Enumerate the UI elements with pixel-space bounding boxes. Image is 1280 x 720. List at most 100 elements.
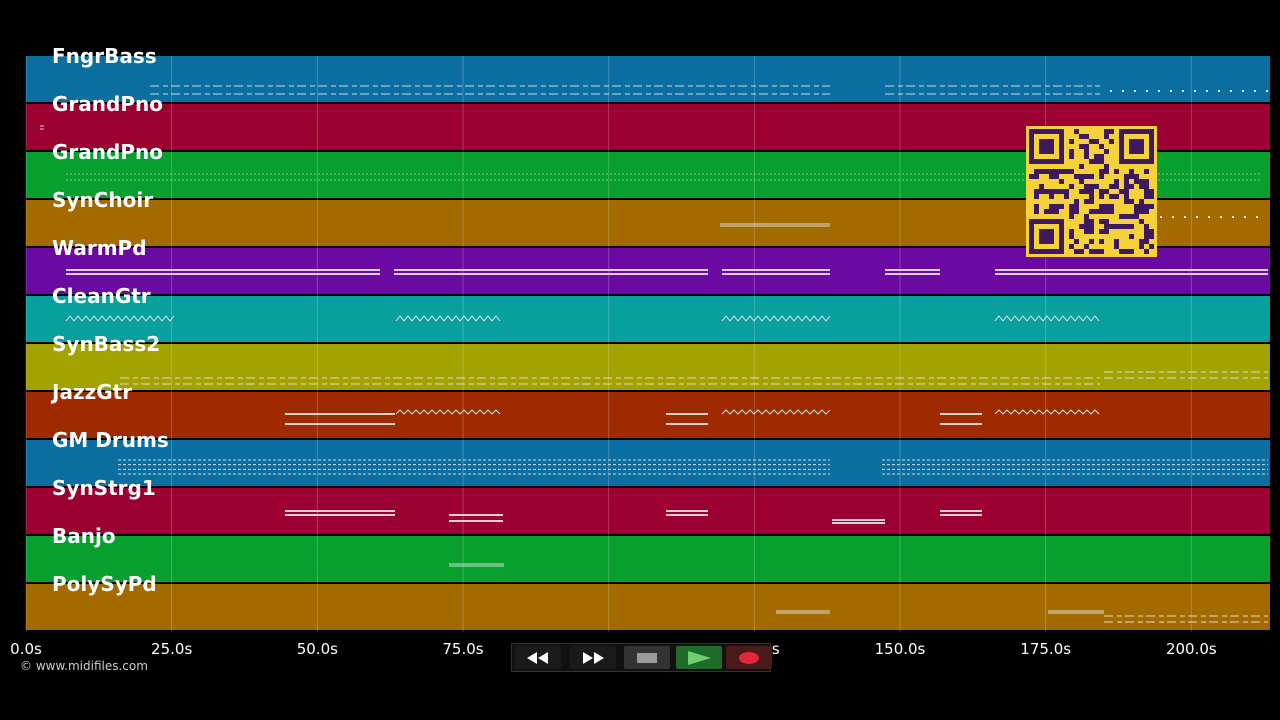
qr-module bbox=[1054, 249, 1059, 254]
qr-module bbox=[1124, 184, 1129, 189]
qr-module bbox=[1029, 144, 1034, 149]
time-tick-label: 150.0s bbox=[874, 640, 926, 658]
qr-module bbox=[1059, 129, 1064, 134]
note-mark bbox=[1244, 216, 1246, 218]
note-mark bbox=[1266, 90, 1268, 92]
time-tick-label: 0.0s bbox=[10, 640, 42, 658]
qr-module bbox=[1149, 234, 1154, 239]
qr-module bbox=[1104, 209, 1109, 214]
qr-module bbox=[1049, 189, 1054, 194]
qr-module bbox=[1059, 234, 1064, 239]
qr-module bbox=[1089, 159, 1094, 164]
play-button[interactable] bbox=[676, 646, 722, 669]
note-mark bbox=[1256, 216, 1258, 218]
qr-module bbox=[1114, 194, 1119, 199]
qr-module bbox=[1059, 239, 1064, 244]
note-mark bbox=[1110, 90, 1112, 92]
qr-module bbox=[1029, 134, 1034, 139]
qr-module bbox=[1114, 184, 1119, 189]
qr-module bbox=[1094, 209, 1099, 214]
note-mark bbox=[1122, 90, 1124, 92]
qr-module bbox=[1029, 219, 1034, 224]
qr-module bbox=[1069, 214, 1074, 219]
qr-module bbox=[1049, 219, 1054, 224]
qr-module bbox=[1084, 149, 1089, 154]
note-mark bbox=[994, 315, 1100, 322]
qr-module bbox=[1039, 169, 1044, 174]
qr-module bbox=[1039, 144, 1044, 149]
qr-module bbox=[1149, 144, 1154, 149]
qr-module bbox=[1044, 249, 1049, 254]
qr-module bbox=[1109, 224, 1114, 229]
qr-module bbox=[1069, 139, 1074, 144]
record-button[interactable] bbox=[726, 646, 772, 669]
track-lane bbox=[26, 584, 1270, 630]
qr-module bbox=[1049, 239, 1054, 244]
track-label: SynBass2 bbox=[52, 332, 161, 356]
qr-module bbox=[1044, 149, 1049, 154]
qr-module bbox=[1049, 149, 1054, 154]
rewind-button[interactable] bbox=[515, 646, 561, 669]
qr-module bbox=[1034, 194, 1039, 199]
qr-module bbox=[1129, 234, 1134, 239]
fast-forward-button[interactable] bbox=[570, 646, 616, 669]
track-label: GrandPno bbox=[52, 92, 163, 116]
qr-module bbox=[1099, 174, 1104, 179]
qr-module bbox=[1029, 224, 1034, 229]
qr-module bbox=[1034, 159, 1039, 164]
track-lane bbox=[26, 56, 1270, 102]
qr-module bbox=[1069, 229, 1074, 234]
qr-module bbox=[1104, 219, 1109, 224]
qr-module bbox=[1144, 179, 1149, 184]
qr-module bbox=[1144, 169, 1149, 174]
qr-module bbox=[1029, 234, 1034, 239]
qr-module bbox=[1079, 249, 1084, 254]
qr-module bbox=[1119, 189, 1124, 194]
qr-module bbox=[1079, 174, 1084, 179]
qr-module bbox=[1104, 129, 1109, 134]
qr-module bbox=[1139, 139, 1144, 144]
qr-module bbox=[1089, 184, 1094, 189]
qr-module bbox=[1129, 174, 1134, 179]
qr-module bbox=[1124, 249, 1129, 254]
qr-module bbox=[1049, 229, 1054, 234]
qr-module bbox=[1044, 139, 1049, 144]
qr-module bbox=[1044, 234, 1049, 239]
qr-module bbox=[1084, 244, 1089, 249]
qr-module bbox=[1064, 169, 1069, 174]
qr-module bbox=[1029, 174, 1034, 179]
qr-module bbox=[1079, 189, 1084, 194]
qr-module bbox=[1119, 129, 1124, 134]
qr-module bbox=[1089, 189, 1094, 194]
qr-module bbox=[1149, 129, 1154, 134]
qr-module bbox=[1044, 209, 1049, 214]
qr-module bbox=[1084, 219, 1089, 224]
note-mark bbox=[1172, 216, 1174, 218]
qr-module bbox=[1069, 209, 1074, 214]
qr-module bbox=[1079, 164, 1084, 169]
qr-module bbox=[1069, 184, 1074, 189]
qr-module bbox=[1144, 249, 1149, 254]
qr-module bbox=[1074, 249, 1079, 254]
track-label: PolySyPd bbox=[52, 572, 157, 596]
qr-module bbox=[1069, 204, 1074, 209]
track-lane bbox=[26, 296, 1270, 342]
qr-module bbox=[1094, 139, 1099, 144]
qr-module bbox=[1139, 239, 1144, 244]
qr-module bbox=[1049, 169, 1054, 174]
stop-button[interactable] bbox=[624, 646, 670, 669]
qr-module bbox=[1099, 189, 1104, 194]
track-label: Banjo bbox=[52, 524, 116, 548]
note-mark bbox=[395, 409, 501, 415]
note-mark bbox=[1184, 216, 1186, 218]
note-mark bbox=[721, 315, 831, 322]
qr-module bbox=[1149, 244, 1154, 249]
qr-module bbox=[1054, 159, 1059, 164]
qr-module bbox=[1139, 129, 1144, 134]
qr-module bbox=[1144, 224, 1149, 229]
qr-module bbox=[1149, 204, 1154, 209]
qr-module bbox=[1044, 144, 1049, 149]
qr-module bbox=[1084, 224, 1089, 229]
qr-module bbox=[1114, 169, 1119, 174]
qr-module bbox=[1104, 164, 1109, 169]
